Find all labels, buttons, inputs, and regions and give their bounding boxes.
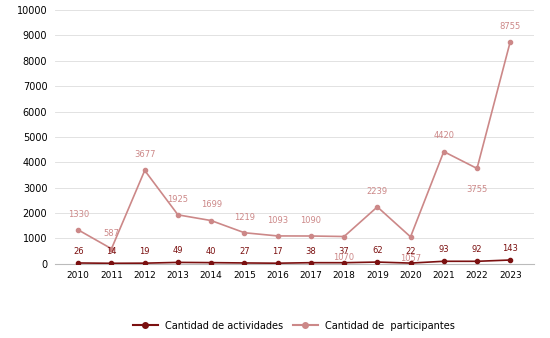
Text: 27: 27 [239,247,250,256]
Text: 19: 19 [140,247,150,256]
Text: 40: 40 [206,247,217,256]
Cantidad de  participantes [441,149,447,153]
Cantidad de  participantes [374,205,381,209]
Text: 93: 93 [438,245,449,254]
Line: Cantidad de actividades: Cantidad de actividades [76,258,512,265]
Cantidad de actividades [274,261,281,265]
Cantidad de actividades [141,261,148,265]
Line: Cantidad de  participantes: Cantidad de participantes [76,40,512,251]
Cantidad de actividades [307,261,314,265]
Cantidad de  participantes [507,40,514,44]
Text: 49: 49 [173,246,183,256]
Text: 3677: 3677 [134,150,156,159]
Cantidad de  participantes [108,247,115,251]
Cantidad de  participantes [208,219,214,223]
Cantidad de  participantes [241,231,248,235]
Cantidad de actividades [341,261,348,265]
Text: 1330: 1330 [68,210,89,219]
Cantidad de actividades [374,260,381,264]
Text: 22: 22 [405,247,416,256]
Text: 4420: 4420 [433,131,454,141]
Text: 26: 26 [73,247,84,256]
Text: 14: 14 [106,247,117,256]
Text: 92: 92 [472,245,482,255]
Cantidad de actividades [75,261,81,265]
Cantidad de  participantes [474,166,480,170]
Text: 17: 17 [272,247,283,256]
Cantidad de  participantes [407,235,414,239]
Cantidad de actividades [507,258,514,262]
Cantidad de  participantes [175,213,182,217]
Cantidad de  participantes [75,228,81,232]
Text: 1057: 1057 [400,254,421,263]
Text: 1925: 1925 [167,195,189,204]
Text: 143: 143 [502,244,518,253]
Text: 1093: 1093 [267,216,288,225]
Cantidad de actividades [175,260,182,264]
Cantidad de actividades [441,259,447,263]
Text: 2239: 2239 [367,187,388,196]
Text: 38: 38 [305,247,316,256]
Cantidad de  participantes [341,235,348,239]
Legend: Cantidad de actividades, Cantidad de  participantes: Cantidad de actividades, Cantidad de par… [129,317,459,335]
Text: 3755: 3755 [466,185,488,194]
Text: 1219: 1219 [234,213,255,222]
Cantidad de actividades [208,261,214,265]
Cantidad de actividades [407,261,414,265]
Cantidad de  participantes [307,234,314,238]
Cantidad de actividades [108,261,115,265]
Cantidad de actividades [474,259,480,263]
Text: 1699: 1699 [201,200,222,210]
Text: 62: 62 [372,246,383,255]
Text: 1090: 1090 [300,216,321,225]
Text: 37: 37 [339,247,349,256]
Text: 1070: 1070 [333,253,355,262]
Cantidad de  participantes [274,234,281,238]
Cantidad de  participantes [141,168,148,172]
Text: 8755: 8755 [499,22,521,31]
Text: 587: 587 [103,228,119,238]
Cantidad de actividades [241,261,248,265]
